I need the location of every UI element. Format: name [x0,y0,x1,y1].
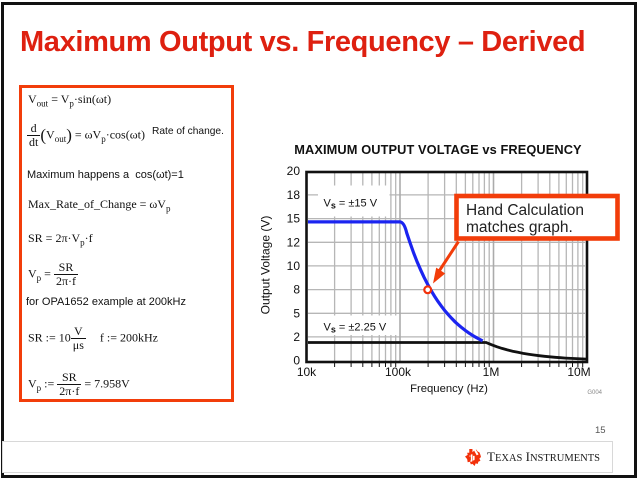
svg-text:G004: G004 [587,390,602,396]
svg-text:Vs = ±15 V: Vs = ±15 V [324,198,378,211]
svg-text:Frequency (Hz): Frequency (Hz) [410,383,488,395]
svg-text:5: 5 [293,306,300,320]
svg-text:12: 12 [287,235,301,249]
svg-text:Hand Calculation: Hand Calculation [466,202,584,219]
svg-text:15: 15 [287,212,301,226]
svg-text:MAXIMUM OUTPUT VOLTAGE vs FREQ: MAXIMUM OUTPUT VOLTAGE vs FREQUENCY [294,142,582,157]
svg-text:Output Voltage (V): Output Voltage (V) [259,216,273,315]
svg-text:10M: 10M [567,365,590,379]
svg-text:18: 18 [287,188,301,202]
svg-text:1M: 1M [483,365,500,379]
svg-text:10k: 10k [297,365,317,379]
svg-text:100k: 100k [385,365,412,379]
svg-text:20: 20 [287,164,301,178]
svg-text:2: 2 [293,330,300,344]
svg-text:matches graph.: matches graph. [466,219,573,236]
svg-text:Vs = ±2.25 V: Vs = ±2.25 V [324,322,387,335]
svg-text:8: 8 [293,283,300,297]
svg-text:10: 10 [287,259,301,273]
svg-text:0: 0 [293,354,300,368]
